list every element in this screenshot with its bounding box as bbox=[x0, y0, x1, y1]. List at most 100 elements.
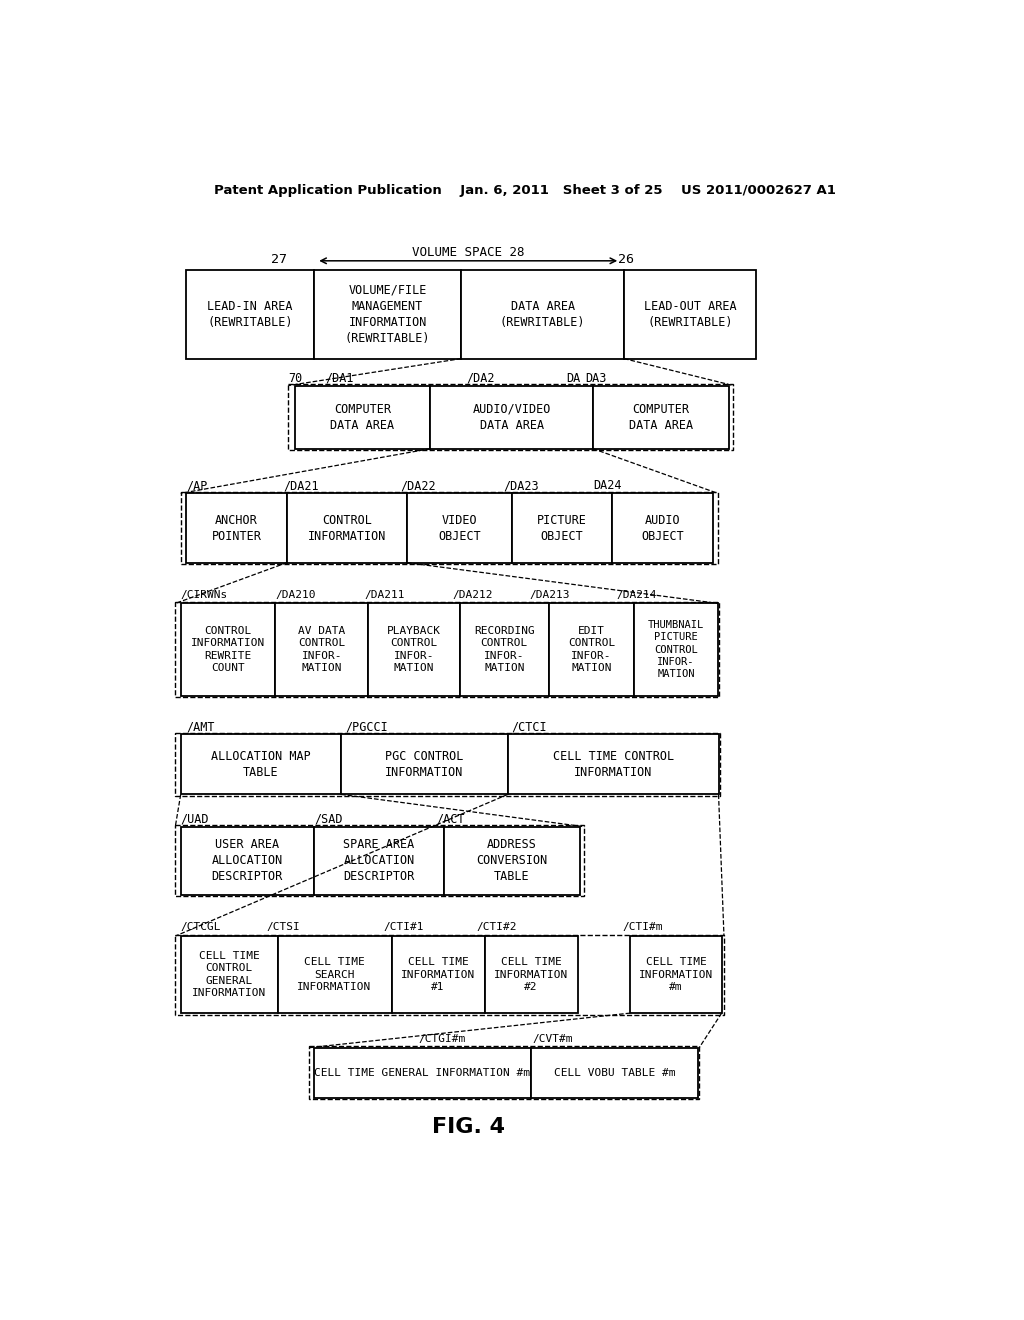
Bar bbox=[512, 494, 612, 562]
Bar bbox=[531, 1048, 697, 1098]
Text: /AP: /AP bbox=[186, 479, 208, 492]
Text: /CTI#1: /CTI#1 bbox=[384, 923, 424, 932]
Text: /CTSI: /CTSI bbox=[266, 923, 300, 932]
Bar bbox=[180, 603, 275, 696]
Text: ADDRESS
CONVERSION
TABLE: ADDRESS CONVERSION TABLE bbox=[476, 838, 548, 883]
Bar bbox=[484, 936, 578, 1014]
Text: AUDIO
OBJECT: AUDIO OBJECT bbox=[641, 513, 684, 543]
Bar bbox=[549, 603, 634, 696]
Text: SPARE AREA
ALLOCATION
DESCRIPTOR: SPARE AREA ALLOCATION DESCRIPTOR bbox=[343, 838, 415, 883]
Bar bbox=[314, 826, 444, 895]
Bar bbox=[180, 936, 278, 1014]
Text: PGC CONTROL
INFORMATION: PGC CONTROL INFORMATION bbox=[385, 750, 464, 779]
Text: /DA1: /DA1 bbox=[326, 372, 354, 384]
Bar bbox=[308, 1047, 699, 1100]
Text: FIG. 4: FIG. 4 bbox=[432, 1117, 506, 1137]
Text: PLAYBACK
CONTROL
INFOR-
MATION: PLAYBACK CONTROL INFOR- MATION bbox=[387, 626, 441, 673]
Bar bbox=[508, 734, 719, 795]
Bar bbox=[444, 826, 580, 895]
Bar bbox=[634, 603, 718, 696]
Bar bbox=[624, 271, 756, 359]
Text: CELL TIME
INFORMATION
#m: CELL TIME INFORMATION #m bbox=[639, 957, 713, 993]
Text: CELL TIME
INFORMATION
#1: CELL TIME INFORMATION #1 bbox=[400, 957, 475, 993]
Text: CONTROL
INFORMATION: CONTROL INFORMATION bbox=[308, 513, 386, 543]
Text: LEAD-OUT AREA
(REWRITABLE): LEAD-OUT AREA (REWRITABLE) bbox=[643, 300, 736, 329]
Text: /CTGI#m: /CTGI#m bbox=[419, 1034, 466, 1044]
Bar bbox=[430, 385, 593, 449]
Text: /DA214: /DA214 bbox=[616, 590, 656, 599]
Bar bbox=[612, 494, 713, 562]
Bar bbox=[175, 825, 585, 896]
Text: /CTCGL: /CTCGL bbox=[180, 923, 221, 932]
Text: /CVT#m: /CVT#m bbox=[532, 1034, 573, 1044]
Text: /DA21: /DA21 bbox=[283, 479, 318, 492]
Text: /PGCCI: /PGCCI bbox=[345, 721, 388, 734]
Text: /DA213: /DA213 bbox=[529, 590, 570, 599]
Text: LEAD-IN AREA
(REWRITABLE): LEAD-IN AREA (REWRITABLE) bbox=[207, 300, 293, 329]
Text: DA24: DA24 bbox=[593, 479, 622, 492]
Text: /DA23: /DA23 bbox=[504, 479, 540, 492]
Bar bbox=[630, 936, 722, 1014]
Bar bbox=[314, 1048, 531, 1098]
Text: VOLUME/FILE
MANAGEMENT
INFORMATION
(REWRITABLE): VOLUME/FILE MANAGEMENT INFORMATION (REWR… bbox=[345, 284, 430, 345]
Bar bbox=[180, 492, 718, 564]
Text: /DA212: /DA212 bbox=[452, 590, 493, 599]
Text: THUMBNAIL
PICTURE
CONTROL
INFOR-
MATION: THUMBNAIL PICTURE CONTROL INFOR- MATION bbox=[648, 620, 705, 680]
Bar bbox=[593, 385, 729, 449]
Text: DATA AREA
(REWRITABLE): DATA AREA (REWRITABLE) bbox=[500, 300, 586, 329]
Text: PICTURE
OBJECT: PICTURE OBJECT bbox=[537, 513, 587, 543]
Text: /CTCI: /CTCI bbox=[512, 721, 547, 734]
Bar bbox=[180, 826, 314, 895]
Text: 26: 26 bbox=[617, 253, 634, 267]
Text: Patent Application Publication    Jan. 6, 2011   Sheet 3 of 25    US 2011/000262: Patent Application Publication Jan. 6, 2… bbox=[214, 185, 836, 197]
Bar bbox=[460, 603, 549, 696]
Text: DA3: DA3 bbox=[586, 372, 606, 384]
Bar bbox=[341, 734, 508, 795]
Bar bbox=[175, 733, 720, 796]
Bar bbox=[186, 494, 287, 562]
Text: /DA211: /DA211 bbox=[365, 590, 404, 599]
Text: VOLUME SPACE 28: VOLUME SPACE 28 bbox=[412, 247, 524, 259]
Text: VIDEO
OBJECT: VIDEO OBJECT bbox=[438, 513, 480, 543]
Text: /DA210: /DA210 bbox=[275, 590, 315, 599]
Text: COMPUTER
DATA AREA: COMPUTER DATA AREA bbox=[629, 403, 693, 432]
Bar bbox=[461, 271, 624, 359]
Text: ANCHOR
POINTER: ANCHOR POINTER bbox=[212, 513, 261, 543]
Text: /CTI#2: /CTI#2 bbox=[477, 923, 517, 932]
Text: CELL TIME
SEARCH
INFORMATION: CELL TIME SEARCH INFORMATION bbox=[297, 957, 372, 993]
Bar bbox=[391, 936, 484, 1014]
Text: /ACT: /ACT bbox=[436, 813, 465, 826]
Bar bbox=[175, 602, 719, 697]
Bar bbox=[180, 734, 341, 795]
Text: COMPUTER
DATA AREA: COMPUTER DATA AREA bbox=[331, 403, 394, 432]
Text: CELL TIME
CONTROL
GENERAL
INFORMATION: CELL TIME CONTROL GENERAL INFORMATION bbox=[193, 950, 266, 998]
Bar bbox=[295, 385, 430, 449]
Text: CELL TIME GENERAL INFORMATION #m: CELL TIME GENERAL INFORMATION #m bbox=[314, 1068, 530, 1077]
Text: /DA22: /DA22 bbox=[400, 479, 436, 492]
Bar bbox=[186, 271, 314, 359]
Bar bbox=[278, 936, 391, 1014]
Bar bbox=[407, 494, 512, 562]
Text: CELL VOBU TABLE #m: CELL VOBU TABLE #m bbox=[554, 1068, 675, 1077]
Text: 70: 70 bbox=[289, 372, 303, 384]
Text: /CIRWNs: /CIRWNs bbox=[180, 590, 228, 599]
Bar bbox=[314, 271, 461, 359]
Text: AV DATA
CONTROL
INFOR-
MATION: AV DATA CONTROL INFOR- MATION bbox=[298, 626, 345, 673]
Text: DA: DA bbox=[566, 372, 581, 384]
Text: /DA2: /DA2 bbox=[467, 372, 496, 384]
Text: CONTROL
INFORMATION
REWRITE
COUNT: CONTROL INFORMATION REWRITE COUNT bbox=[190, 626, 265, 673]
Text: CELL TIME CONTROL
INFORMATION: CELL TIME CONTROL INFORMATION bbox=[553, 750, 674, 779]
Text: /AMT: /AMT bbox=[186, 721, 215, 734]
Bar bbox=[289, 384, 733, 450]
Text: CELL TIME
INFORMATION
#2: CELL TIME INFORMATION #2 bbox=[494, 957, 568, 993]
Text: AUDIO/VIDEO
DATA AREA: AUDIO/VIDEO DATA AREA bbox=[472, 403, 551, 432]
Text: /CTI#m: /CTI#m bbox=[623, 923, 663, 932]
Bar bbox=[369, 603, 460, 696]
Text: /UAD: /UAD bbox=[180, 813, 209, 826]
Bar bbox=[175, 935, 724, 1015]
Bar bbox=[275, 603, 369, 696]
Text: /SAD: /SAD bbox=[314, 813, 342, 826]
Text: EDIT
CONTROL
INFOR-
MATION: EDIT CONTROL INFOR- MATION bbox=[568, 626, 615, 673]
Text: RECORDING
CONTROL
INFOR-
MATION: RECORDING CONTROL INFOR- MATION bbox=[474, 626, 535, 673]
Bar bbox=[287, 494, 407, 562]
